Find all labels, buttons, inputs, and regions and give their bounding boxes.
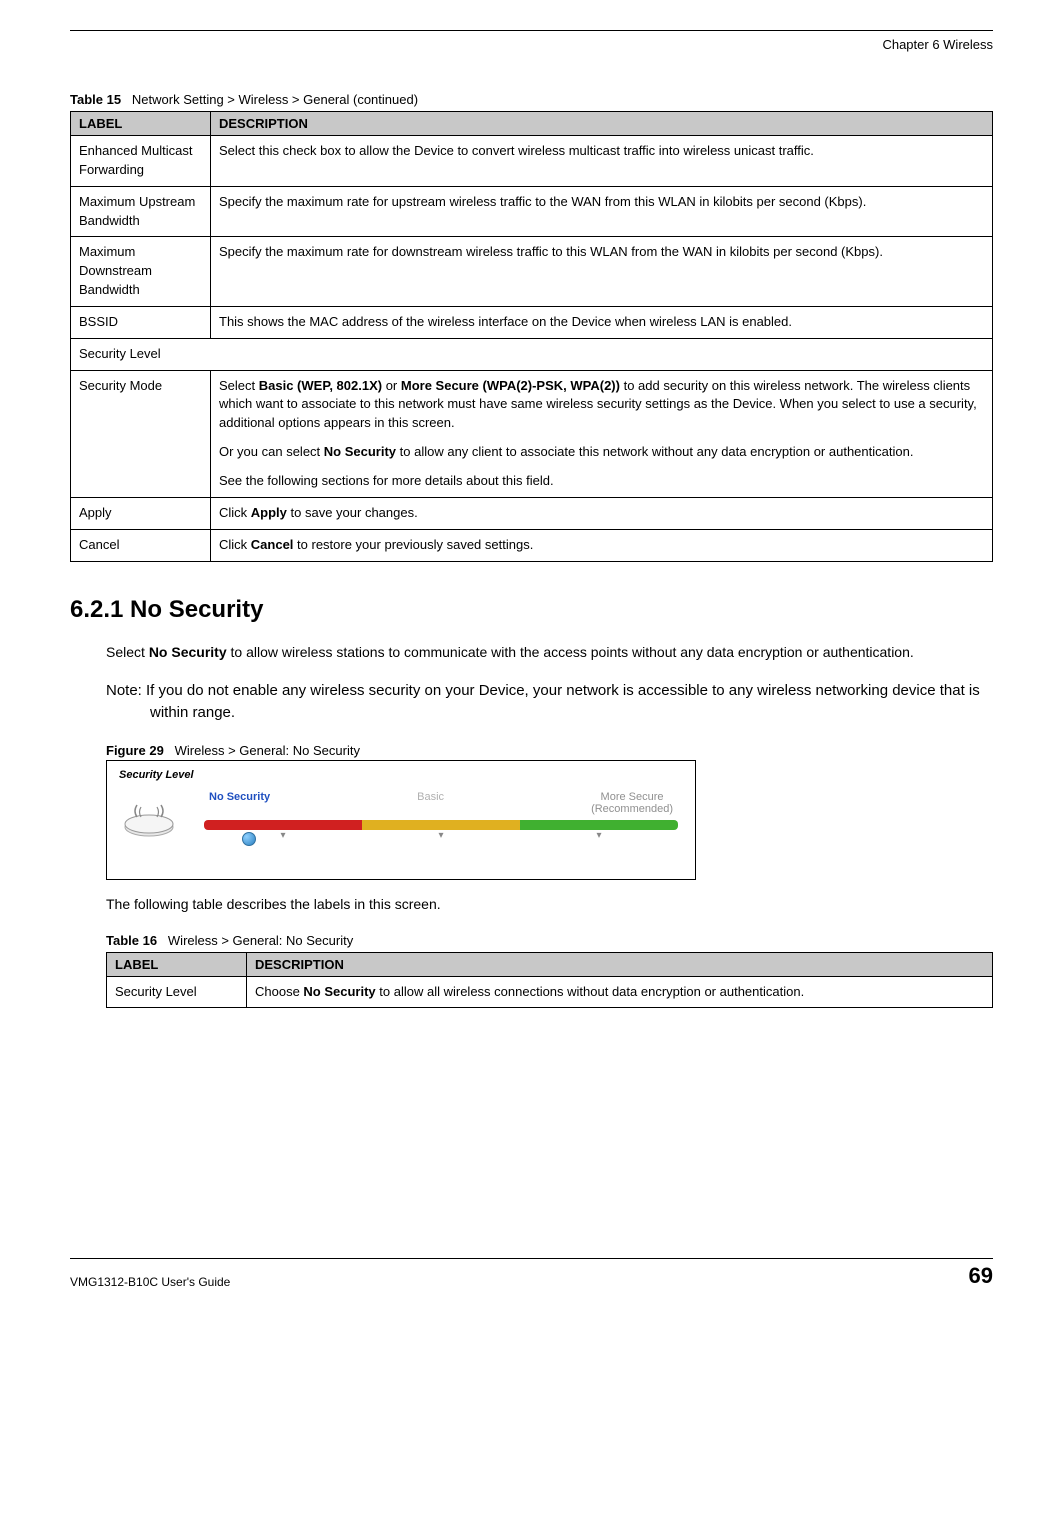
footer-manual-title: VMG1312-B10C User's Guide: [70, 1275, 230, 1289]
table-row: Security Level: [71, 338, 993, 370]
desc-bold: Cancel: [251, 537, 294, 552]
chapter-label: Chapter 6 Wireless: [0, 37, 993, 52]
slider-label-no-security: No Security: [209, 791, 270, 815]
desc-bold: No Security: [324, 444, 396, 459]
footer-page-number: 69: [969, 1263, 993, 1289]
intro-table16: The following table describes the labels…: [106, 894, 993, 914]
figure29-box: Security Level No Security Basi: [106, 760, 696, 880]
table16-caption: Table 16 Wireless > General: No Security: [106, 933, 993, 948]
label-cell: Apply: [71, 497, 211, 529]
table-row: Maximum Upstream Bandwidth Specify the m…: [71, 186, 993, 237]
desc-bold: No Security: [303, 984, 375, 999]
desc-cell: Specify the maximum rate for upstream wi…: [211, 186, 993, 237]
table-row: Enhanced Multicast Forwarding Select thi…: [71, 136, 993, 187]
table15-caption: Table 15 Network Setting > Wireless > Ge…: [70, 92, 993, 107]
label-cell: Security Level: [107, 976, 247, 1008]
section-heading: 6.2.1 No Security: [70, 596, 993, 624]
slider-tick: ▾: [520, 830, 678, 846]
body-text-bold: No Security: [149, 644, 227, 660]
slider-tick: ▾: [362, 830, 520, 846]
label-cell: Maximum Upstream Bandwidth: [71, 186, 211, 237]
body-text-span: to allow wireless stations to communicat…: [227, 644, 914, 660]
label-cell: BSSID: [71, 306, 211, 338]
table16-caption-text: Wireless > General: No Security: [168, 933, 353, 948]
table15-caption-prefix: Table 15: [70, 92, 121, 107]
section-note: Note: If you do not enable any wireless …: [106, 680, 993, 724]
desc-text: Click: [219, 537, 251, 552]
table15-caption-text: Network Setting > Wireless > General (co…: [132, 92, 418, 107]
desc-bold: Basic (WEP, 802.1X): [259, 378, 382, 393]
figure29-caption-text: Wireless > General: No Security: [175, 743, 360, 758]
table15-header-desc: DESCRIPTION: [211, 112, 993, 136]
table15: LABEL DESCRIPTION Enhanced Multicast For…: [70, 111, 993, 562]
desc-cell: Select this check box to allow the Devic…: [211, 136, 993, 187]
slider-segment-low: [204, 820, 362, 830]
router-icon: [119, 799, 179, 839]
table16-header-desc: DESCRIPTION: [247, 952, 993, 976]
table-row: Security Mode Select Basic (WEP, 802.1X)…: [71, 370, 993, 497]
desc-text: to allow all wireless connections withou…: [376, 984, 805, 999]
desc-text: Or you can select: [219, 444, 324, 459]
desc-text: to restore your previously saved setting…: [293, 537, 533, 552]
desc-text: to allow any client to associate this ne…: [396, 444, 913, 459]
slider-segment-high: [520, 820, 678, 830]
desc-cell: This shows the MAC address of the wirele…: [211, 306, 993, 338]
table-row: Maximum Downstream Bandwidth Specify the…: [71, 237, 993, 307]
desc-bold: Apply: [251, 505, 287, 520]
slider-segment-mid: [362, 820, 520, 830]
label-cell: Security Mode: [71, 370, 211, 497]
desc-cell: Choose No Security to allow all wireless…: [247, 976, 993, 1008]
desc-text: Select: [219, 378, 259, 393]
label-cell: Enhanced Multicast Forwarding: [71, 136, 211, 187]
desc-cell: Specify the maximum rate for downstream …: [211, 237, 993, 307]
slider-bar: [204, 820, 678, 830]
table-row: BSSID This shows the MAC address of the …: [71, 306, 993, 338]
table16-caption-prefix: Table 16: [106, 933, 157, 948]
desc-cell: Click Cancel to restore your previously …: [211, 529, 993, 561]
body-text-span: Select: [106, 644, 149, 660]
label-cell: Maximum Downstream Bandwidth: [71, 237, 211, 307]
table16-header-label: LABEL: [107, 952, 247, 976]
desc-text: See the following sections for more deta…: [219, 472, 984, 491]
table16: LABEL DESCRIPTION Security Level Choose …: [106, 952, 993, 1009]
table15-header-label: LABEL: [71, 112, 211, 136]
desc-text: to save your changes.: [287, 505, 418, 520]
desc-text: Click: [219, 505, 251, 520]
figure29-caption: Figure 29 Wireless > General: No Securit…: [106, 743, 993, 758]
section-para1: Select No Security to allow wireless sta…: [106, 642, 993, 662]
security-level-label: Security Level: [119, 769, 683, 781]
desc-bold: More Secure (WPA(2)-PSK, WPA(2)): [401, 378, 620, 393]
desc-cell: Click Apply to save your changes.: [211, 497, 993, 529]
slider-label-more-secure: More Secure (Recommended): [591, 791, 673, 815]
desc-cell: Select Basic (WEP, 802.1X) or More Secur…: [211, 370, 993, 497]
label-cell-full: Security Level: [71, 338, 993, 370]
label-cell: Cancel: [71, 529, 211, 561]
slider-label-line2: (Recommended): [591, 803, 673, 815]
slider-label-basic: Basic: [417, 791, 444, 815]
slider-tick: ▾: [204, 830, 362, 846]
slider-label-line1: More Secure: [601, 791, 664, 803]
table-row: Cancel Click Cancel to restore your prev…: [71, 529, 993, 561]
table-row: Security Level Choose No Security to all…: [107, 976, 993, 1008]
figure29-caption-prefix: Figure 29: [106, 743, 164, 758]
desc-text: Choose: [255, 984, 303, 999]
desc-text: or: [382, 378, 401, 393]
security-slider[interactable]: No Security Basic More Secure (Recommend…: [199, 791, 683, 846]
table-row: Apply Click Apply to save your changes.: [71, 497, 993, 529]
